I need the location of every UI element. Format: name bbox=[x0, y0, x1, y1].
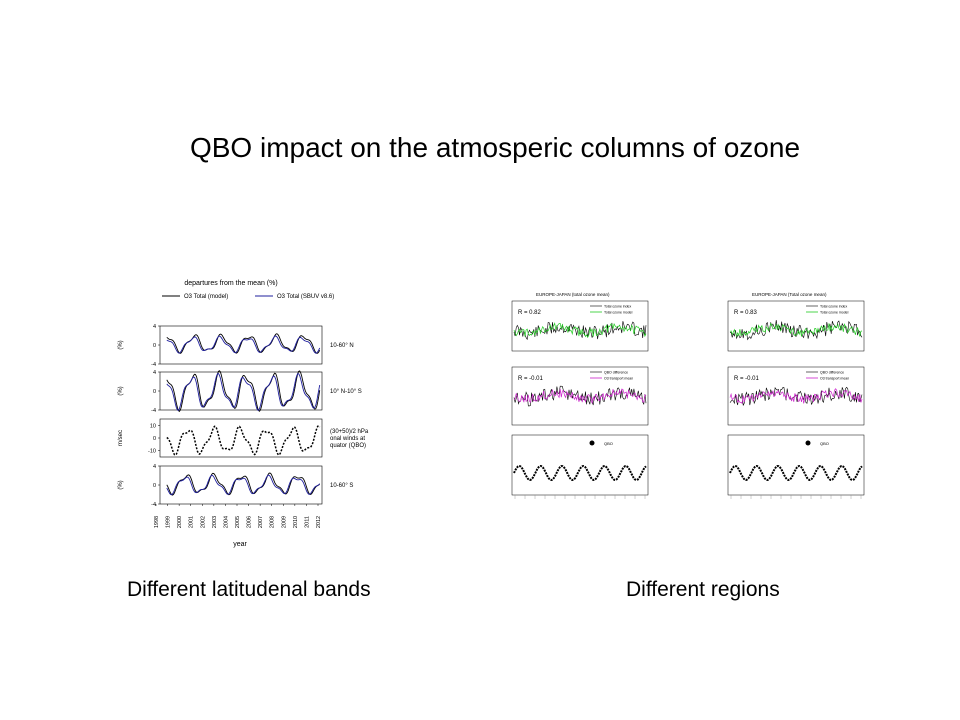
x-tick-label: 2000 bbox=[177, 516, 183, 528]
chart-title: EUROPE-JAPAN (total ozone mean) bbox=[536, 292, 610, 297]
legend-label: Total ozone model bbox=[604, 311, 633, 315]
r-value: R = 0.83 bbox=[734, 310, 758, 316]
panel-frame bbox=[159, 465, 323, 505]
y-tick-label: -10 bbox=[148, 449, 156, 455]
panel-frame bbox=[511, 366, 649, 426]
qbo-label: QBO bbox=[820, 441, 829, 446]
region-panel-1: R = 0.82 Total ozone index Total ozone mod… bbox=[511, 300, 649, 352]
series-line bbox=[166, 474, 321, 496]
legend-label: Total ozone index bbox=[604, 305, 631, 309]
series-line bbox=[513, 322, 647, 339]
legend-label: Total ozone model bbox=[820, 311, 849, 315]
series-line bbox=[166, 372, 321, 411]
y-tick-label: 10 bbox=[150, 423, 156, 429]
x-tick-label: 2002 bbox=[200, 516, 206, 528]
qbo-line bbox=[729, 464, 863, 482]
regions-chart-2: EUROPE-JAPAN (Total ozone mean) R = 0.83 T… bbox=[727, 292, 865, 499]
region-panel-3: QBO bbox=[727, 434, 865, 496]
x-tick-label: 2010 bbox=[293, 516, 299, 528]
y-tick-label: -4 bbox=[151, 408, 156, 414]
panel-4: 4 0 -4 (%) 10-60° S bbox=[118, 464, 353, 508]
x-tick-label: 2003 bbox=[212, 516, 218, 528]
x-tick-label: 1999 bbox=[166, 516, 172, 528]
region-panel-2: R = -0.01 QBO difference O3 transport mean bbox=[727, 366, 865, 426]
panel-frame bbox=[727, 434, 865, 496]
x-tick-label: 2001 bbox=[189, 516, 195, 528]
x-tick-label: 2004 bbox=[223, 516, 229, 528]
r-value: R = -0.01 bbox=[734, 376, 760, 382]
series-line bbox=[513, 321, 647, 341]
legend-label-model: O3 Total (model) bbox=[184, 294, 228, 300]
legend-label: O3 transport mean bbox=[604, 377, 633, 381]
x-tick-label: 2009 bbox=[281, 516, 287, 528]
y-axis-label: (%) bbox=[118, 340, 124, 349]
panel-3: 10 0 -10 m/sec (30+50)/2 hPa onal winds at q… bbox=[118, 418, 369, 458]
series-line bbox=[166, 472, 320, 496]
region-panel-1: R = 0.83 Total ozone index Total ozone mod… bbox=[727, 300, 865, 352]
panel-label: quator (QBO) bbox=[330, 443, 366, 449]
series-line bbox=[166, 333, 321, 354]
panel-label: (30+50)/2 hPa bbox=[330, 429, 369, 435]
series-line bbox=[729, 322, 863, 338]
y-axis-label: (%) bbox=[118, 480, 124, 489]
series-line bbox=[513, 385, 647, 407]
panel-label: onal winds at bbox=[330, 436, 365, 442]
legend-label-sbuv: O3 Total (SBUV v8.6) bbox=[277, 294, 334, 300]
y-tick-label: 0 bbox=[153, 343, 156, 349]
y-tick-label: 4 bbox=[153, 464, 156, 470]
y-tick-label: 0 bbox=[153, 483, 156, 489]
y-tick-label: -4 bbox=[151, 502, 156, 508]
latitudinal-bands-chart: departures from the mean (%) O3 Total (mo… bbox=[118, 280, 369, 548]
panel-frame bbox=[511, 434, 649, 496]
series-line bbox=[166, 335, 321, 354]
qbo-marker bbox=[805, 440, 811, 446]
panel-label: 10° N-10° S bbox=[330, 389, 362, 395]
slide-title: QBO impact on the atmosperic columns of … bbox=[189, 132, 801, 163]
panel-1: 4 0 -4 (%) 10-60° N bbox=[118, 324, 354, 368]
panel-frame bbox=[727, 366, 865, 426]
y-axis-label: m/sec bbox=[118, 430, 124, 446]
qbo-marker bbox=[589, 440, 595, 446]
region-panel-2: R = -0.01 QBO difference O3 transport mean bbox=[511, 366, 649, 426]
r-value: R = 0.82 bbox=[518, 310, 542, 316]
panel-frame bbox=[511, 300, 649, 352]
x-tick-label: 2007 bbox=[258, 516, 264, 528]
panel-2: 4 0 -4 (%) 10° N-10° S bbox=[118, 370, 362, 414]
y-tick-label: 0 bbox=[153, 389, 156, 395]
legend-label: QBO difference bbox=[604, 371, 628, 375]
panel-label: 10-60° S bbox=[330, 483, 353, 489]
panel-label: 10-60° N bbox=[330, 343, 354, 349]
legend-label: Total ozone index bbox=[820, 305, 847, 309]
x-tick-label: 2008 bbox=[270, 516, 276, 528]
series-line bbox=[729, 388, 863, 405]
panel-frame bbox=[727, 300, 865, 352]
series-line bbox=[513, 388, 647, 405]
x-tick-label: 2005 bbox=[235, 516, 241, 528]
x-tick-label: 2006 bbox=[247, 516, 253, 528]
x-tick-label: 2012 bbox=[316, 516, 322, 528]
series-line bbox=[166, 425, 321, 456]
legend-label: QBO difference bbox=[820, 371, 844, 375]
r-value: R = -0.01 bbox=[518, 376, 544, 382]
chart-title: departures from the mean (%) bbox=[184, 280, 277, 287]
x-tick-label: 2011 bbox=[304, 516, 310, 528]
y-tick-label: 4 bbox=[153, 370, 156, 376]
x-tick-label: 1998 bbox=[154, 516, 160, 528]
y-tick-label: -4 bbox=[151, 362, 156, 368]
qbo-line bbox=[513, 464, 647, 482]
caption-latitudinal-bands: Different latitudenal bands bbox=[127, 578, 371, 601]
y-tick-label: 4 bbox=[153, 324, 156, 330]
regions-chart-1: EUROPE-JAPAN (total ozone mean) R = 0.82 T… bbox=[511, 292, 649, 499]
x-axis-label: year bbox=[233, 541, 247, 548]
series-line bbox=[729, 386, 863, 406]
y-axis-label: (%) bbox=[118, 386, 124, 395]
qbo-label: QBO bbox=[604, 441, 613, 446]
series-line bbox=[729, 320, 863, 341]
chart-title: EUROPE-JAPAN (Total ozone mean) bbox=[752, 292, 827, 297]
caption-regions: Different regions bbox=[626, 578, 780, 601]
y-tick-label: 0 bbox=[153, 436, 156, 442]
legend-label: O3 transport mean bbox=[820, 377, 849, 381]
region-panel-3: QBO bbox=[511, 434, 649, 496]
